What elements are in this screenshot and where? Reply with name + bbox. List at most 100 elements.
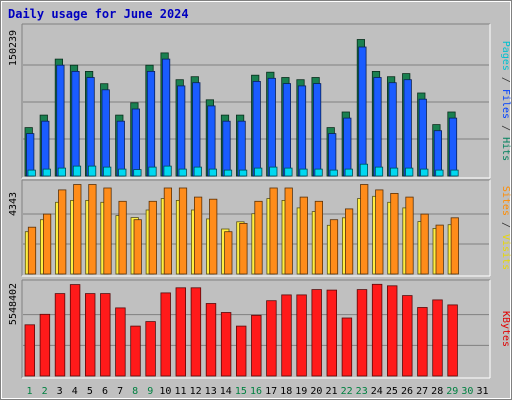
x-tick-label: 11 — [174, 386, 186, 397]
legend-entry: Sites — [500, 186, 511, 216]
x-tick-label: 7 — [117, 386, 123, 397]
bar-sites-18 — [284, 187, 293, 275]
bar-sites-8 — [133, 219, 142, 275]
bar-pages-16 — [254, 167, 263, 177]
bar-pages-9 — [148, 166, 157, 177]
bar-sites-10 — [163, 187, 172, 275]
bar-pages-24 — [374, 166, 384, 177]
bar-files-14 — [222, 120, 231, 177]
bar-pages-19 — [299, 168, 308, 177]
bar-sites-19 — [299, 196, 308, 275]
x-tick-label: 13 — [205, 386, 217, 397]
x-tick-label: 4 — [72, 386, 78, 397]
x-tick-label: 5 — [87, 386, 93, 397]
bar-kbytes-15 — [235, 325, 247, 377]
bar-files-11 — [177, 85, 186, 177]
bar-files-23 — [358, 46, 367, 177]
x-tick-label: 6 — [102, 386, 108, 397]
bar-sites-4 — [73, 184, 82, 275]
bar-files-8 — [131, 108, 140, 177]
bar-sites-16 — [254, 200, 263, 275]
bar-sites-28 — [435, 224, 444, 275]
bar-files-17 — [267, 77, 276, 177]
bar-pages-18 — [284, 167, 293, 177]
bar-pages-3 — [57, 167, 67, 177]
bar-sites-26 — [405, 196, 414, 275]
bar-kbytes-17 — [266, 300, 277, 377]
bar-files-29 — [448, 117, 458, 177]
x-tick-label: 12 — [190, 386, 202, 397]
bar-files-4 — [71, 71, 80, 177]
bar-kbytes-18 — [281, 294, 292, 377]
bar-sites-17 — [269, 187, 278, 275]
bar-pages-1 — [27, 169, 36, 177]
bar-pages-26 — [405, 167, 414, 177]
bar-pages-29 — [450, 169, 459, 177]
legend-entry: / — [500, 119, 511, 137]
bar-sites-22 — [344, 208, 354, 275]
bar-kbytes-19 — [296, 294, 307, 377]
bar-files-20 — [312, 83, 322, 177]
bar-files-24 — [373, 77, 382, 177]
bar-files-3 — [56, 64, 65, 177]
bar-pages-7 — [118, 168, 127, 177]
bar-pages-5 — [88, 165, 97, 177]
x-tick-label: 15 — [235, 386, 247, 397]
bar-kbytes-22 — [341, 317, 353, 377]
bar-files-28 — [433, 130, 443, 177]
x-tick-label: 20 — [310, 386, 322, 397]
bar-files-2 — [41, 120, 50, 177]
bar-kbytes-28 — [432, 299, 443, 377]
bar-pages-10 — [163, 165, 172, 177]
bar-kbytes-4 — [69, 284, 81, 377]
bar-files-26 — [403, 79, 412, 177]
bar-kbytes-23 — [356, 289, 368, 377]
bar-sites-29 — [450, 217, 459, 275]
bar-files-1 — [26, 133, 35, 177]
bar-kbytes-16 — [251, 314, 262, 377]
bar-sites-6 — [103, 187, 112, 275]
bar-kbytes-27 — [417, 307, 428, 377]
x-tick-label: 24 — [371, 386, 383, 397]
bar-sites-3 — [58, 189, 67, 275]
legend-entry: Pages — [500, 41, 511, 71]
bar-pages-4 — [72, 165, 82, 177]
legend-entry: Files — [500, 89, 511, 119]
series-files — [26, 46, 458, 177]
bar-files-6 — [101, 89, 110, 177]
x-tick-label: 14 — [220, 386, 232, 397]
bar-sites-20 — [314, 200, 324, 275]
y-max-label: 4343 — [8, 192, 19, 216]
bar-kbytes-26 — [402, 295, 413, 377]
x-tick-label: 27 — [416, 386, 428, 397]
x-tick-label: 31 — [476, 386, 488, 397]
bar-kbytes-29 — [447, 304, 458, 377]
bar-files-21 — [328, 133, 337, 177]
x-tick-label: 16 — [250, 386, 262, 397]
bar-kbytes-6 — [100, 293, 111, 377]
series-sites — [27, 184, 459, 275]
bar-sites-14 — [224, 231, 233, 275]
bar-sites-9 — [148, 200, 157, 275]
bar-kbytes-24 — [371, 283, 383, 377]
bar-sites-23 — [360, 184, 369, 275]
bar-kbytes-10 — [160, 292, 171, 377]
y-max-label: 5548402 — [8, 283, 19, 325]
series-kbytes — [24, 283, 458, 377]
x-tick-label: 29 — [446, 386, 458, 397]
x-tick-label: 30 — [461, 386, 473, 397]
series-pages — [27, 163, 459, 177]
bar-sites-15 — [239, 222, 248, 275]
bar-files-9 — [146, 71, 156, 177]
panel-legend: KBytes — [500, 311, 511, 347]
bar-files-16 — [252, 81, 261, 177]
legend-entry: / — [500, 216, 511, 234]
bar-kbytes-2 — [39, 313, 51, 377]
bar-kbytes-25 — [386, 285, 398, 377]
panel-2: 4343 Sites / Visits — [8, 179, 511, 277]
bar-files-15 — [237, 120, 246, 177]
bar-kbytes-21 — [326, 289, 338, 377]
bar-sites-11 — [178, 187, 188, 275]
